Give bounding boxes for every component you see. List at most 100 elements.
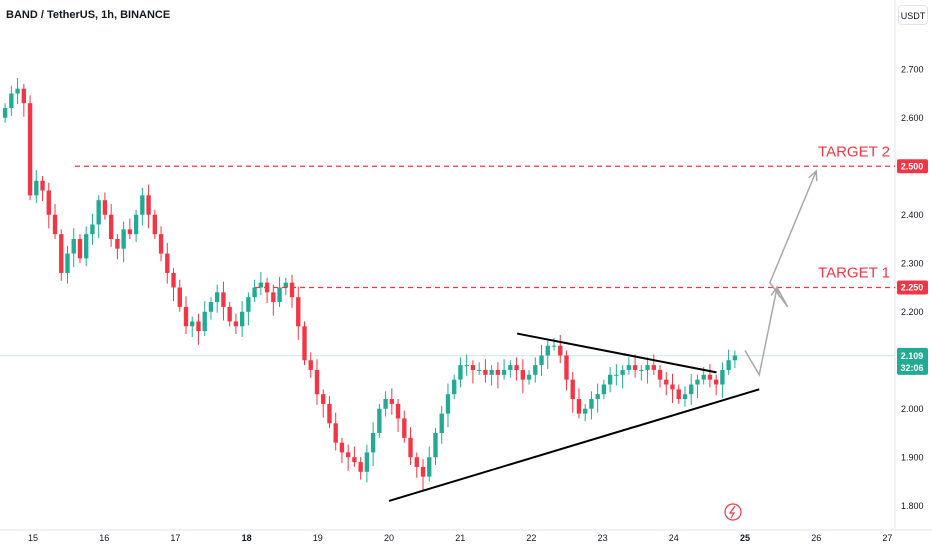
candle-body bbox=[476, 369, 482, 371]
y-tick-label: 2.600 bbox=[901, 113, 924, 123]
candle-body bbox=[377, 408, 382, 433]
candle-body bbox=[452, 379, 457, 395]
y-tick-label: 2.200 bbox=[901, 307, 924, 317]
candle-body bbox=[283, 282, 288, 288]
candle-body bbox=[183, 306, 189, 327]
target-label: TARGET 1 bbox=[818, 265, 890, 282]
candle-body bbox=[215, 292, 220, 303]
candle-body bbox=[607, 374, 613, 385]
currency-button[interactable]: USDT bbox=[898, 5, 928, 25]
candle-body bbox=[202, 311, 207, 332]
candle-body bbox=[358, 462, 363, 472]
candle-body bbox=[632, 365, 638, 370]
candle-body bbox=[420, 466, 426, 477]
candle-body bbox=[707, 374, 713, 380]
candle-body bbox=[96, 200, 101, 225]
candle-body bbox=[533, 365, 538, 375]
target-label: TARGET 2 bbox=[818, 143, 890, 160]
candle-body bbox=[321, 394, 326, 404]
x-tick-label: 19 bbox=[313, 533, 323, 543]
candle-body bbox=[327, 403, 332, 424]
candle-body bbox=[34, 180, 39, 196]
lightning-icon-glyph bbox=[728, 505, 736, 519]
symbol-title[interactable]: BAND / TetherUS, 1h, BINANCE bbox=[6, 9, 171, 21]
candle-body bbox=[645, 365, 650, 370]
candle-body bbox=[689, 384, 694, 395]
candle-body bbox=[65, 253, 70, 273]
candle-body bbox=[576, 399, 582, 414]
candle-body bbox=[601, 384, 607, 395]
candle-body bbox=[333, 423, 338, 443]
x-tick-label: 26 bbox=[811, 533, 821, 543]
candle-body bbox=[508, 365, 513, 370]
candle-body bbox=[227, 306, 232, 322]
x-tick-label: 21 bbox=[455, 533, 465, 543]
x-tick-label: 25 bbox=[740, 533, 750, 543]
candle-body bbox=[583, 408, 588, 414]
candle-body bbox=[664, 379, 669, 385]
candle-body bbox=[221, 292, 226, 307]
y-tick-label: 2.400 bbox=[901, 210, 924, 220]
candle-body bbox=[77, 239, 83, 259]
candle-body bbox=[720, 369, 725, 385]
candle-body bbox=[246, 297, 251, 312]
candle-body bbox=[158, 234, 164, 254]
candle-body bbox=[127, 229, 133, 235]
candle-body bbox=[395, 403, 401, 419]
candle-body bbox=[345, 452, 351, 458]
candle-body bbox=[558, 345, 563, 356]
arrowhead-target-1 bbox=[770, 285, 781, 298]
candle-body bbox=[308, 360, 313, 370]
candle-body bbox=[71, 239, 76, 254]
candle-body bbox=[59, 234, 64, 273]
candle-body bbox=[514, 365, 519, 370]
candle-body bbox=[701, 374, 706, 380]
candle-body bbox=[489, 369, 494, 375]
candle-body bbox=[121, 229, 126, 249]
candle-body bbox=[551, 345, 557, 347]
x-tick-label: 20 bbox=[384, 533, 394, 543]
candle-body bbox=[657, 369, 663, 380]
candle-body bbox=[595, 394, 600, 400]
y-tick-label: 2.000 bbox=[901, 404, 924, 414]
candle-body bbox=[271, 292, 276, 303]
candle-body bbox=[208, 302, 214, 312]
lightning-icon bbox=[724, 503, 742, 521]
candle-body bbox=[239, 311, 245, 327]
candle-body bbox=[146, 195, 151, 215]
candle-body bbox=[171, 272, 176, 288]
countdown-value: 32:06 bbox=[900, 363, 923, 373]
candle-body bbox=[296, 297, 301, 327]
candle-body bbox=[564, 355, 569, 380]
candle-body bbox=[102, 200, 108, 215]
candle-body bbox=[2, 108, 8, 118]
candle-body bbox=[389, 399, 395, 404]
candle-body bbox=[9, 93, 14, 109]
y-tick-label: 2.700 bbox=[901, 64, 924, 74]
candle-body bbox=[233, 321, 239, 327]
candle-body bbox=[614, 374, 619, 376]
target-price-label: 2.500 bbox=[901, 161, 924, 171]
candle-body bbox=[140, 195, 145, 215]
candle-body bbox=[626, 365, 632, 370]
x-tick-label: 27 bbox=[882, 533, 892, 543]
triangle-lower-line bbox=[388, 388, 760, 502]
candle-body bbox=[676, 389, 681, 400]
y-tick-label: 1.900 bbox=[901, 452, 924, 462]
candle-body bbox=[639, 369, 644, 371]
x-tick-label: 24 bbox=[669, 533, 679, 543]
candle-body bbox=[108, 214, 114, 239]
candle-body bbox=[408, 437, 413, 458]
candle-body bbox=[277, 287, 282, 303]
candle-body bbox=[52, 214, 58, 235]
candle-body bbox=[165, 253, 170, 273]
candle-body bbox=[620, 369, 625, 375]
candle-body bbox=[40, 180, 45, 191]
x-tick-label: 18 bbox=[242, 533, 252, 543]
candle-body bbox=[196, 321, 201, 332]
candle-body bbox=[695, 379, 700, 385]
candle-body bbox=[483, 369, 488, 375]
candle-body bbox=[501, 369, 507, 375]
candle-body bbox=[252, 287, 257, 298]
